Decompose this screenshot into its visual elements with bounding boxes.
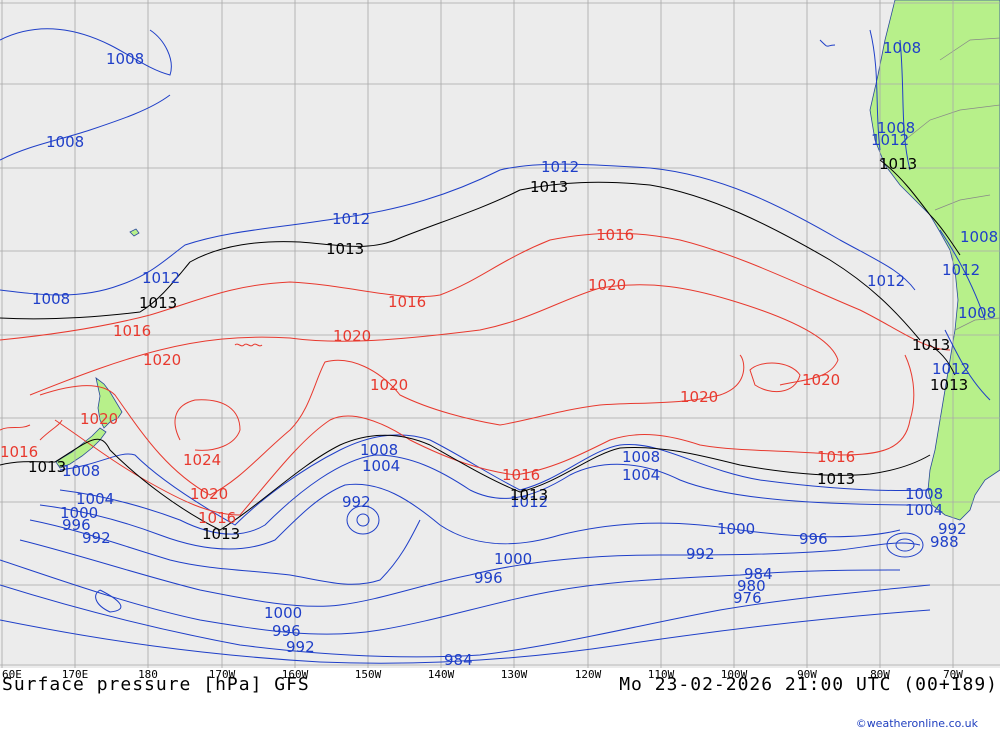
isobar-label: 1013	[912, 336, 950, 354]
isobar-label: 980	[737, 577, 766, 595]
lon-label: 90W	[797, 668, 817, 681]
isobar-label: 992	[286, 638, 315, 656]
isobar-label: 1013	[530, 178, 568, 196]
isobar-label: 1000	[60, 504, 98, 522]
isobar-label: 1020	[802, 371, 840, 389]
lon-label: 80W	[870, 668, 890, 681]
isobar-label: 1020	[370, 376, 408, 394]
isobar-label: 996	[474, 569, 503, 587]
credit-link[interactable]: ©weatheronline.co.uk	[855, 717, 978, 730]
isobar-label: 1004	[76, 490, 114, 508]
isobar-label: 1020	[190, 485, 228, 503]
isobar-label: 1013	[139, 294, 177, 312]
isobar-1013	[0, 159, 961, 531]
isobar-label: 1000	[717, 520, 755, 538]
isobar-label: 1000	[494, 550, 532, 568]
lon-label: 170E	[61, 668, 89, 681]
lon-label: 100W	[720, 668, 748, 681]
lon-label: 70W	[943, 668, 963, 681]
isobar-label: 1013	[28, 458, 66, 476]
isobar-label: 1013	[817, 470, 855, 488]
isobar-label: 1013	[930, 376, 968, 394]
isobar-label: 992	[938, 520, 967, 538]
isobar-label: 1008	[62, 462, 100, 480]
isobar-label: 1013	[510, 486, 548, 504]
isobar-label: 996	[272, 622, 301, 640]
isobar-label: 1013	[326, 240, 364, 258]
isobar-label: 1000	[264, 604, 302, 622]
isobar-label: 1008	[877, 119, 915, 137]
map-title: Surface pressure [hPa] GFS	[2, 674, 310, 695]
isobar-label: 996	[62, 516, 91, 534]
isobar-label: 1008	[905, 485, 943, 503]
isobar-label: 996	[799, 530, 828, 548]
isobar-label: 1016	[198, 509, 236, 527]
isobars-blue	[0, 28, 991, 664]
isobar-label: 1004	[622, 466, 660, 484]
isobars-red	[0, 232, 951, 516]
lon-label: 160W	[281, 668, 309, 681]
isobar-label: 1020	[80, 410, 118, 428]
isobar-label: 988	[930, 533, 959, 551]
lon-label: 140W	[427, 668, 455, 681]
isobar-label: 992	[82, 529, 111, 547]
isobar-label: 984	[744, 565, 773, 583]
isobar-label: 1012	[142, 269, 180, 287]
isobar-label: 1012	[541, 158, 579, 176]
lat-lon-grid	[0, 0, 1000, 668]
isobar-label: 1020	[680, 388, 718, 406]
isobar-label: 1012	[510, 493, 548, 511]
isobar-label: 1020	[143, 351, 181, 369]
island-small	[129, 228, 140, 237]
isobar-label: 1016	[0, 443, 38, 461]
isobar-label: 1012	[932, 360, 970, 378]
isobar-label: 1008	[960, 228, 998, 246]
isobar-label: 1016	[113, 322, 151, 340]
lon-label: 130W	[500, 668, 528, 681]
isobar-label: 1013	[202, 525, 240, 543]
isobar-label: 1012	[867, 272, 905, 290]
map-footer: 60E 170E 180 170W 160W 150W 140W 130W 12…	[0, 668, 1000, 733]
isobar-label: 1012	[332, 210, 370, 228]
isobar-label: 1024	[183, 451, 221, 469]
isobar-label: 1008	[883, 39, 921, 57]
country-borders	[904, 37, 1000, 331]
isobar-label: 1016	[502, 466, 540, 484]
isobar-label: 1004	[362, 457, 400, 475]
isobar-label: 1008	[106, 50, 144, 68]
isobar-labels: 1008 1008 1008 1008 1008 1008 1008 1008 …	[0, 39, 998, 669]
isobar-label: 992	[686, 545, 715, 563]
isobar-label: 1008	[958, 304, 996, 322]
isobar-label: 992	[342, 493, 371, 511]
isobar-label: 1016	[388, 293, 426, 311]
isobar-label: 1008	[46, 133, 84, 151]
lon-label: 180	[138, 668, 158, 681]
isobar-label: 1008	[360, 441, 398, 459]
pressure-map: 1008 1008 1008 1008 1008 1008 1008 1008 …	[0, 0, 1000, 669]
isobar-label: 1016	[596, 226, 634, 244]
valid-time: Mo 23-02-2026 21:00 UTC (00+189)	[619, 674, 998, 695]
isobar-label: 976	[733, 589, 762, 607]
isobar-label: 1008	[32, 290, 70, 308]
isobar-label: 1013	[879, 155, 917, 173]
isobar-label: 1020	[333, 327, 371, 345]
lon-label: 120W	[574, 668, 602, 681]
lon-label: 170W	[208, 668, 236, 681]
isobar-label: 1020	[588, 276, 626, 294]
lon-label: 150W	[354, 668, 382, 681]
isobar-label: 1012	[871, 131, 909, 149]
isobar-label: 1012	[942, 261, 980, 279]
lon-label: 60E	[2, 668, 22, 681]
isobar-label: 1008	[622, 448, 660, 466]
isobar-label: 1004	[905, 501, 943, 519]
lon-label: 110W	[647, 668, 675, 681]
isobar-label: 984	[444, 651, 473, 668]
ocean-background	[0, 0, 1000, 668]
isobar-label: 1016	[817, 448, 855, 466]
